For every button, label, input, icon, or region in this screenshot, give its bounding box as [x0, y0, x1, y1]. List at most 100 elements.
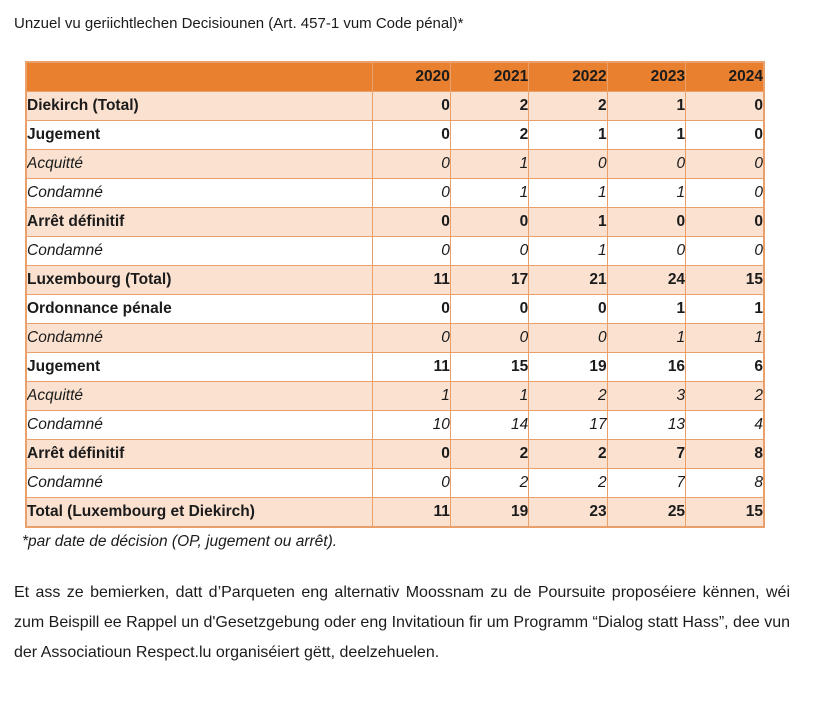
row-label: Condamné	[25, 178, 373, 208]
value-cell: 2	[449, 439, 530, 469]
value-cell: 0	[371, 178, 451, 208]
row-label: Acquitté	[25, 149, 373, 179]
value-cell: 1	[606, 91, 687, 121]
value-cell: 0	[449, 323, 530, 353]
value-cell: 23	[528, 497, 608, 528]
value-cell: 8	[685, 468, 765, 498]
table-row: Condamné 0 2 2 7 8	[25, 468, 765, 498]
value-cell: 0	[371, 207, 451, 237]
value-cell: 17	[528, 410, 608, 440]
row-label: Arrêt définitif	[25, 207, 373, 237]
year-header: 2023	[606, 61, 687, 92]
row-label: Condamné	[25, 236, 373, 266]
value-cell: 2	[528, 439, 608, 469]
table-row: Total (Luxembourg et Diekirch) 11 19 23 25 15	[25, 497, 765, 528]
year-header: 2024	[685, 61, 765, 92]
value-cell: 2	[449, 468, 530, 498]
value-cell: 0	[685, 207, 765, 237]
value-cell: 15	[449, 352, 530, 382]
table-row: Condamné 0 0 0 1 1	[25, 323, 765, 353]
value-cell: 21	[528, 265, 608, 295]
row-label: Condamné	[25, 410, 373, 440]
value-cell: 1	[528, 236, 608, 266]
value-cell: 0	[449, 294, 530, 324]
value-cell: 1	[685, 294, 765, 324]
value-cell: 7	[606, 439, 687, 469]
table-row: Jugement 0 2 1 1 0	[25, 120, 765, 150]
row-label: Jugement	[25, 352, 373, 382]
value-cell: 1	[371, 381, 451, 411]
value-cell: 2	[528, 468, 608, 498]
note-paragraph: Et ass ze bemierken, datt d’Parqueten en…	[14, 584, 790, 661]
row-label: Diekirch (Total)	[25, 91, 373, 121]
value-cell: 11	[371, 265, 451, 295]
value-cell: 0	[685, 120, 765, 150]
value-cell: 0	[371, 236, 451, 266]
value-cell: 11	[371, 352, 451, 382]
table-row: Arrêt définitif 0 0 1 0 0	[25, 207, 765, 237]
table-row: Jugement 11 15 19 16 6	[25, 352, 765, 382]
value-cell: 25	[606, 497, 687, 528]
value-cell: 0	[449, 207, 530, 237]
value-cell: 0	[528, 294, 608, 324]
table-footnote: *par date de décision (OP, jugement ou a…	[22, 533, 338, 550]
value-cell: 0	[371, 294, 451, 324]
table-row: Acquitté 1 1 2 3 2	[25, 381, 765, 411]
value-cell: 1	[606, 120, 687, 150]
value-cell: 8	[685, 439, 765, 469]
value-cell: 2	[528, 381, 608, 411]
value-cell: 2	[685, 381, 765, 411]
value-cell: 0	[371, 439, 451, 469]
value-cell: 0	[528, 323, 608, 353]
row-label: Condamné	[25, 323, 373, 353]
value-cell: 0	[371, 91, 451, 121]
value-cell: 15	[685, 265, 765, 295]
value-cell: 1	[449, 178, 530, 208]
value-cell: 0	[685, 91, 765, 121]
value-cell: 0	[606, 149, 687, 179]
row-label: Total (Luxembourg et Diekirch)	[25, 497, 373, 528]
header-blank-cell	[25, 61, 373, 92]
value-cell: 1	[449, 149, 530, 179]
value-cell: 2	[528, 91, 608, 121]
row-label: Jugement	[25, 120, 373, 150]
value-cell: 1	[449, 381, 530, 411]
value-cell: 3	[606, 381, 687, 411]
value-cell: 11	[371, 497, 451, 528]
value-cell: 0	[371, 120, 451, 150]
value-cell: 0	[606, 236, 687, 266]
value-cell: 2	[449, 120, 530, 150]
value-cell: 16	[606, 352, 687, 382]
value-cell: 1	[606, 178, 687, 208]
value-cell: 19	[449, 497, 530, 528]
value-cell: 19	[528, 352, 608, 382]
row-label: Ordonnance pénale	[25, 294, 373, 324]
value-cell: 1	[528, 178, 608, 208]
value-cell: 0	[371, 323, 451, 353]
year-header: 2020	[371, 61, 451, 92]
value-cell: 0	[371, 468, 451, 498]
row-label: Luxembourg (Total)	[25, 265, 373, 295]
value-cell: 1	[528, 120, 608, 150]
value-cell: 0	[528, 149, 608, 179]
value-cell: 24	[606, 265, 687, 295]
document-title: Unzuel vu geriichtlechen Decisiounen (Ar…	[14, 15, 464, 32]
value-cell: 7	[606, 468, 687, 498]
row-label: Condamné	[25, 468, 373, 498]
table-header-row: 2020 2021 2022 2023 2024	[25, 61, 765, 92]
value-cell: 1	[606, 323, 687, 353]
table-row: Acquitté 0 1 0 0 0	[25, 149, 765, 179]
year-header: 2022	[528, 61, 608, 92]
table-row: Ordonnance pénale 0 0 0 1 1	[25, 294, 765, 324]
value-cell: 13	[606, 410, 687, 440]
table-row: Condamné 0 0 1 0 0	[25, 236, 765, 266]
decisions-table: 2020 2021 2022 2023 2024 Diekirch (Total) 0 2 2…	[25, 61, 765, 528]
value-cell: 17	[449, 265, 530, 295]
table-row: Condamné 10 14 17 13 4	[25, 410, 765, 440]
value-cell: 0	[685, 149, 765, 179]
value-cell: 0	[606, 207, 687, 237]
row-label: Arrêt définitif	[25, 439, 373, 469]
value-cell: 1	[606, 294, 687, 324]
value-cell: 2	[449, 91, 530, 121]
